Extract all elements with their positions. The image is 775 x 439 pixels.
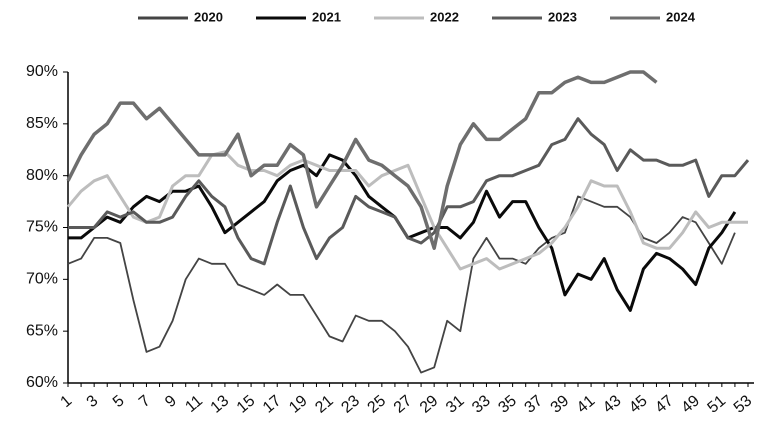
y-tick-label: 75% [26, 219, 58, 236]
x-tick-label: 1 [58, 392, 76, 411]
series-line [67, 195, 736, 374]
x-tick-label: 3 [84, 392, 102, 411]
x-tick-label: 11 [182, 392, 206, 416]
x-tick-label: 31 [443, 392, 468, 417]
legend-label: 2024 [666, 9, 696, 24]
x-tick-label: 21 [312, 392, 337, 417]
y-tick-label: 70% [26, 271, 58, 288]
legend-label: 2021 [312, 9, 341, 24]
x-tick-label: 45 [626, 392, 651, 417]
x-tick-label: 5 [110, 392, 128, 411]
y-tick-label: 85% [26, 115, 58, 132]
x-tick-label: 15 [234, 392, 259, 417]
x-tick-label: 27 [391, 392, 416, 417]
series-line [66, 150, 748, 271]
series-line [66, 70, 658, 250]
x-tick-label: 33 [469, 392, 494, 417]
x-tick-label: 29 [417, 392, 442, 417]
y-tick-label: 90% [26, 63, 58, 80]
x-tick-label: 37 [521, 392, 546, 417]
x-tick-label: 39 [548, 392, 573, 417]
x-tick-label: 51 [705, 392, 730, 417]
x-tick-label: 41 [574, 392, 599, 417]
x-tick-label: 9 [162, 392, 180, 411]
x-tick-label: 35 [495, 392, 520, 417]
series-line [68, 117, 750, 266]
x-tick-label: 49 [678, 392, 703, 417]
x-tick-label: 43 [600, 392, 625, 417]
x-tick-label: 19 [286, 392, 311, 417]
x-tick-label: 13 [208, 392, 233, 417]
x-tick-label: 53 [731, 392, 756, 417]
y-tick-label: 80% [26, 167, 58, 184]
x-tick-label: 47 [652, 392, 677, 417]
legend-label: 2023 [548, 9, 577, 24]
x-tick-label: 25 [365, 392, 390, 417]
series-line [68, 153, 737, 312]
x-tick-label: 17 [260, 392, 285, 417]
y-tick-label: 60% [26, 374, 58, 391]
legend-label: 2020 [194, 9, 223, 24]
x-tick-label: 23 [338, 392, 363, 417]
x-tick-label: 7 [136, 392, 154, 411]
legend-label: 2022 [430, 9, 459, 24]
y-tick-label: 65% [26, 322, 58, 339]
